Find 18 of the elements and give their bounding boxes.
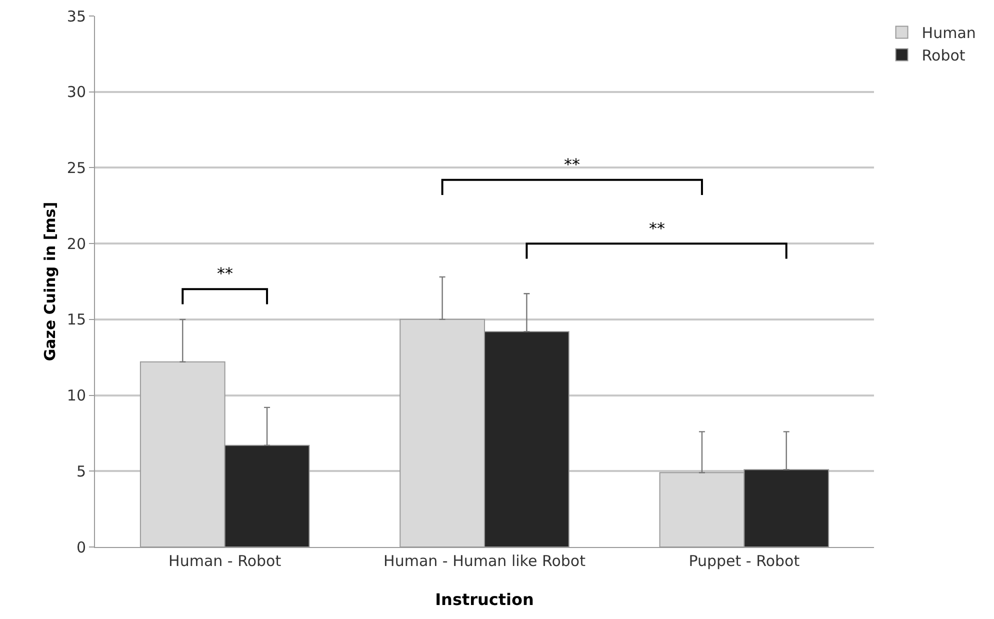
y-tick-label: 25: [66, 158, 86, 177]
annotation: **: [649, 219, 665, 238]
y-tick-label: 0: [76, 538, 86, 556]
y-tick-label: 35: [66, 7, 86, 26]
legend-label: Human: [922, 24, 976, 42]
y-tick-label: 10: [66, 386, 86, 405]
y-axis-title: Gaze Cuing in [ms]: [41, 202, 59, 362]
x-tick-label: Human - Robot: [168, 552, 282, 570]
x-axis-title: Instruction: [435, 590, 534, 609]
y-tick-label: 5: [76, 462, 86, 480]
y-tick-label: 30: [66, 83, 86, 102]
annotation: **: [564, 155, 580, 174]
x-tick-label: Human - Human like Robot: [384, 552, 586, 570]
y-tick-label: 15: [66, 310, 86, 329]
annotation: **: [217, 264, 233, 283]
y-tick-label: 20: [66, 234, 86, 253]
x-tick-label: Puppet - Robot: [688, 552, 800, 570]
legend-label: Robot: [922, 46, 966, 65]
